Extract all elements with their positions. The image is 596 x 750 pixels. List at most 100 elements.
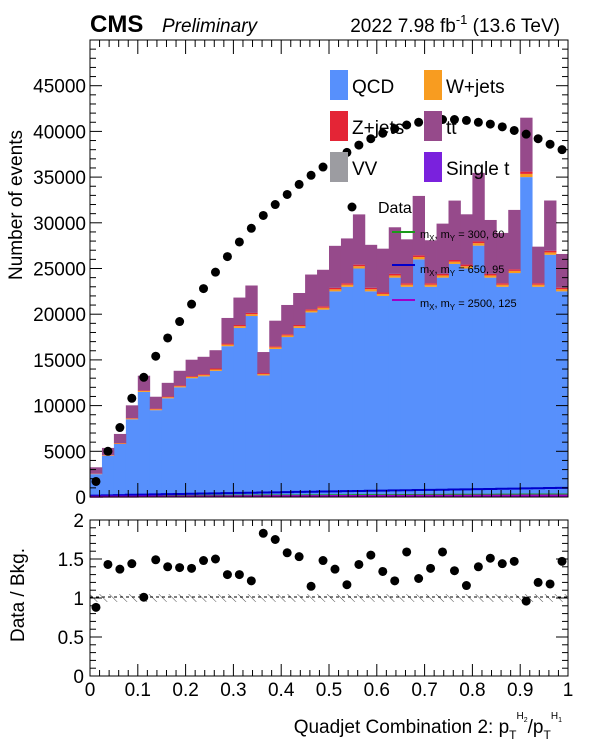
legend-label-signal-3: mX, mY = 2500, 125 — [420, 298, 517, 312]
ratio-point-36 — [521, 596, 531, 606]
x-tick-label-0: 0 — [85, 680, 96, 701]
ratio-x-axis: 0 0.1 0.2 0.3 0.4 0.5 0.6 0.7 0.8 0.9 1 — [85, 520, 573, 701]
stack-bar-tt-30 — [448, 200, 461, 260]
legend-label-data: Data — [378, 200, 412, 217]
ratio-point-1 — [103, 559, 113, 569]
ratio-point-22 — [354, 559, 364, 569]
ratio-point-8 — [187, 563, 197, 573]
data-point-5 — [151, 351, 161, 361]
stack-bar-qcd-19 — [317, 309, 330, 497]
data-point-13 — [246, 223, 256, 233]
stack-bar-wjets-11 — [221, 344, 234, 347]
stack-bar-wjets-10 — [209, 369, 222, 371]
ratio-point-14 — [258, 528, 268, 538]
stack-bar-qcd-35 — [508, 273, 521, 497]
legend-swatch-vv — [330, 152, 348, 182]
stack-bar-wjets-38 — [544, 252, 557, 255]
ratio-y-tick-label-0: 0 — [73, 667, 84, 688]
ratio-point-29 — [438, 547, 448, 557]
ratio-points — [91, 528, 567, 612]
stack-bar-zjets-38 — [544, 250, 557, 253]
stack-bar-qcd-30 — [448, 263, 461, 497]
stack-bar-zjets-23 — [364, 287, 378, 290]
data-point-33 — [485, 119, 495, 129]
stack-bar-wjets-9 — [197, 375, 210, 377]
main-y-label: Number of events — [6, 130, 27, 280]
cms-label: CMS — [90, 11, 143, 38]
stack-bar-tt-39 — [556, 253, 569, 288]
stack-bar-tt-7 — [173, 370, 186, 386]
stack-bar-wjets-37 — [532, 284, 545, 287]
data-point-18 — [306, 170, 316, 180]
stack-bar-qcd-20 — [329, 291, 342, 497]
data-point-26 — [402, 120, 412, 130]
stack-bar-tt-27 — [412, 195, 425, 256]
ratio-point-9 — [199, 556, 209, 566]
stack-bar-zjets-20 — [329, 287, 342, 290]
ratio-point-30 — [449, 566, 459, 576]
data-point-15 — [270, 200, 280, 210]
stack-bar-wjets-3 — [125, 418, 139, 420]
stack-bar-wjets-17 — [293, 326, 306, 328]
stack-bar-zjets-29 — [436, 273, 449, 276]
ratio-y-tick-label-1.5: 1.5 — [58, 550, 84, 571]
data-point-38 — [545, 139, 555, 149]
stack-bar-wjets-34 — [496, 284, 509, 287]
ratio-point-20 — [330, 564, 340, 574]
stack-bar-zjets-13 — [245, 312, 258, 315]
x-tick-label-0.7: 0.7 — [411, 680, 437, 701]
stack-bar-qcd-37 — [532, 286, 545, 497]
stack-bar-qcd-9 — [197, 376, 210, 497]
stack-bar-tt-33 — [484, 219, 497, 274]
stack-bar-zjets-17 — [293, 324, 306, 327]
stack-bar-qcd-32 — [472, 245, 485, 497]
stack-bar-tt-13 — [245, 285, 258, 313]
stack-bar-zjets-33 — [484, 273, 497, 276]
legend-swatch-ttbar — [424, 111, 442, 141]
data-point-6 — [163, 333, 173, 343]
ratio-point-12 — [234, 570, 244, 580]
data-point-10 — [210, 267, 220, 277]
stack-bar-zjets-25 — [388, 273, 402, 276]
stack-bar-qcd-12 — [233, 327, 246, 497]
ratio-point-33 — [485, 553, 495, 563]
stack-bar-wjets-6 — [161, 397, 175, 399]
stack-bar-qcd-4 — [137, 391, 151, 497]
legend-marker-data — [347, 202, 357, 212]
main-y-tick-label-25000: 25000 — [33, 260, 86, 281]
ratio-point-13 — [246, 576, 256, 586]
main-y-tick-label-45000: 45000 — [33, 77, 86, 98]
legend-label-ttbar: tt̄ — [446, 118, 457, 139]
stack-bar-zjets-4 — [137, 390, 151, 391]
stack-bar-qcd-15 — [269, 348, 282, 497]
stack-bar-qcd-13 — [245, 316, 258, 497]
x-axis-title: Quadjet Combination 2: pTH2/pTH1 — [294, 711, 562, 742]
data-point-32 — [473, 117, 483, 127]
ratio-point-11 — [222, 570, 232, 580]
stack-bar-wjets-5 — [149, 409, 163, 411]
stack-bar-zjets-5 — [149, 408, 163, 410]
ratio-point-23 — [366, 550, 376, 560]
stack-bar-wjets-15 — [269, 347, 282, 349]
stack-bar-qcd-3 — [125, 419, 139, 497]
stack-bar-qcd-34 — [496, 286, 509, 497]
stack-bar-wjets-22 — [352, 266, 366, 269]
stack-bar-qcd-27 — [412, 259, 425, 497]
stack-bar-wjets-12 — [233, 326, 246, 328]
stack-bar-wjets-31 — [460, 266, 473, 269]
stack-bar-qcd-2 — [113, 443, 127, 497]
ratio-y-axis: 0 0.5 1 1.5 2 — [58, 511, 568, 688]
ratio-point-31 — [461, 581, 471, 591]
main-y-tick-label-15000: 15000 — [33, 351, 86, 372]
stack-bar-tt-25 — [388, 227, 402, 274]
stack-bar-zjets-32 — [472, 241, 485, 244]
ratio-point-27 — [414, 574, 424, 583]
x-tick-label-0.8: 0.8 — [459, 680, 485, 701]
stack-bar-zjets-6 — [161, 396, 175, 398]
stack-bar-tt-22 — [352, 214, 366, 265]
ratio-point-15 — [270, 535, 280, 544]
stack-bar-zjets-18 — [305, 309, 318, 311]
stack-bar-tt-24 — [376, 248, 390, 293]
stack-bar-qcd-33 — [484, 277, 497, 497]
